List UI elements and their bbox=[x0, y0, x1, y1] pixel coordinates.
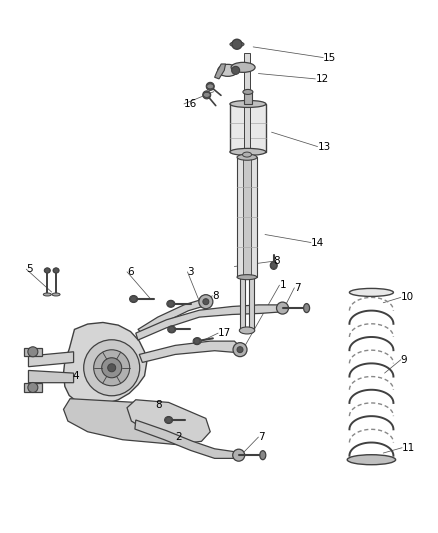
Circle shape bbox=[169, 326, 175, 333]
Ellipse shape bbox=[239, 327, 255, 334]
Ellipse shape bbox=[230, 148, 266, 156]
Circle shape bbox=[102, 358, 122, 378]
Text: 16: 16 bbox=[184, 99, 197, 109]
Circle shape bbox=[28, 347, 38, 357]
Polygon shape bbox=[135, 420, 239, 458]
Ellipse shape bbox=[193, 337, 201, 345]
Ellipse shape bbox=[270, 261, 277, 270]
Circle shape bbox=[203, 298, 209, 305]
Ellipse shape bbox=[237, 154, 257, 160]
Ellipse shape bbox=[230, 42, 244, 47]
Circle shape bbox=[94, 350, 130, 386]
Text: 1: 1 bbox=[279, 280, 286, 290]
Text: 10: 10 bbox=[401, 293, 414, 302]
Ellipse shape bbox=[53, 268, 59, 273]
Ellipse shape bbox=[207, 84, 214, 89]
Polygon shape bbox=[136, 305, 283, 340]
Circle shape bbox=[232, 39, 242, 49]
Text: 11: 11 bbox=[402, 443, 415, 453]
Circle shape bbox=[168, 301, 174, 307]
Circle shape bbox=[237, 346, 243, 353]
Circle shape bbox=[53, 268, 59, 273]
Bar bbox=[244, 53, 250, 155]
Circle shape bbox=[233, 343, 247, 357]
Text: 4: 4 bbox=[72, 371, 79, 381]
Text: 8: 8 bbox=[155, 400, 162, 410]
Bar bbox=[230, 104, 266, 152]
Polygon shape bbox=[127, 400, 210, 443]
Ellipse shape bbox=[44, 268, 50, 273]
Circle shape bbox=[276, 302, 289, 314]
Polygon shape bbox=[215, 64, 226, 79]
Ellipse shape bbox=[304, 304, 310, 312]
Circle shape bbox=[28, 383, 38, 392]
Text: 12: 12 bbox=[315, 74, 328, 84]
Ellipse shape bbox=[52, 293, 60, 296]
Text: 8: 8 bbox=[212, 291, 219, 301]
Circle shape bbox=[45, 268, 50, 273]
Polygon shape bbox=[24, 348, 42, 356]
Ellipse shape bbox=[165, 416, 173, 424]
Polygon shape bbox=[64, 399, 188, 445]
Text: 17: 17 bbox=[218, 328, 231, 338]
Ellipse shape bbox=[203, 92, 210, 98]
Text: 9: 9 bbox=[401, 355, 407, 365]
Bar bbox=[237, 157, 257, 277]
Ellipse shape bbox=[230, 100, 266, 108]
Circle shape bbox=[232, 66, 240, 75]
Circle shape bbox=[206, 82, 214, 91]
Circle shape bbox=[108, 364, 116, 372]
Circle shape bbox=[194, 338, 200, 344]
Bar bbox=[243, 157, 251, 277]
Text: 7: 7 bbox=[294, 283, 301, 293]
Circle shape bbox=[271, 262, 277, 269]
Ellipse shape bbox=[243, 152, 251, 157]
Ellipse shape bbox=[347, 455, 396, 465]
Ellipse shape bbox=[218, 64, 238, 76]
Text: 5: 5 bbox=[26, 264, 33, 274]
Bar bbox=[244, 92, 252, 104]
Circle shape bbox=[84, 340, 140, 396]
Ellipse shape bbox=[231, 62, 255, 72]
Bar bbox=[240, 278, 245, 330]
Ellipse shape bbox=[260, 451, 266, 459]
Polygon shape bbox=[139, 341, 240, 362]
Ellipse shape bbox=[43, 293, 51, 296]
Ellipse shape bbox=[167, 300, 175, 308]
Text: 2: 2 bbox=[175, 432, 182, 442]
Text: 7: 7 bbox=[258, 432, 265, 442]
Ellipse shape bbox=[350, 288, 393, 296]
Circle shape bbox=[166, 417, 172, 423]
Polygon shape bbox=[28, 370, 74, 383]
Circle shape bbox=[233, 449, 245, 461]
Text: 13: 13 bbox=[318, 142, 331, 151]
Circle shape bbox=[203, 91, 211, 99]
Ellipse shape bbox=[243, 90, 253, 94]
Text: 8: 8 bbox=[274, 256, 280, 266]
Polygon shape bbox=[24, 383, 42, 392]
Text: 6: 6 bbox=[127, 267, 134, 277]
Text: 3: 3 bbox=[187, 267, 194, 277]
Ellipse shape bbox=[130, 295, 138, 303]
Ellipse shape bbox=[237, 274, 257, 280]
Text: 14: 14 bbox=[311, 238, 324, 247]
Bar bbox=[249, 278, 254, 330]
Polygon shape bbox=[64, 322, 147, 405]
Ellipse shape bbox=[168, 326, 176, 333]
Circle shape bbox=[131, 296, 137, 302]
Text: 15: 15 bbox=[323, 53, 336, 62]
Polygon shape bbox=[28, 352, 74, 367]
Polygon shape bbox=[138, 298, 208, 336]
Circle shape bbox=[199, 295, 213, 309]
